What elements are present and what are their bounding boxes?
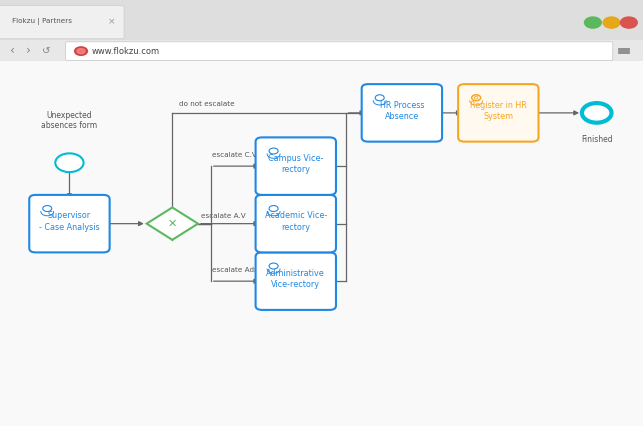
FancyBboxPatch shape (66, 42, 613, 60)
FancyBboxPatch shape (0, 40, 643, 62)
Text: escalate Adm.V: escalate Adm.V (212, 268, 269, 273)
Text: ×: × (108, 17, 116, 26)
Text: ‹: ‹ (10, 44, 15, 57)
Circle shape (620, 17, 637, 28)
Text: Campus Vice-
rectory: Campus Vice- rectory (268, 154, 323, 174)
FancyBboxPatch shape (0, 0, 643, 40)
FancyBboxPatch shape (0, 61, 643, 426)
FancyBboxPatch shape (30, 195, 109, 252)
FancyBboxPatch shape (361, 84, 442, 141)
Text: Unexpected
absences form: Unexpected absences form (41, 110, 98, 130)
FancyBboxPatch shape (0, 6, 124, 39)
Text: Flokzu | Partners: Flokzu | Partners (12, 18, 71, 25)
Text: Supervisor
- Case Analysis: Supervisor - Case Analysis (39, 211, 100, 232)
Text: escalate C.V: escalate C.V (212, 153, 257, 158)
Text: Academic Vice-
rectory: Academic Vice- rectory (265, 211, 327, 232)
Circle shape (582, 103, 611, 123)
FancyBboxPatch shape (256, 195, 336, 252)
Text: Register in HR
System: Register in HR System (470, 101, 527, 121)
Circle shape (603, 17, 620, 28)
Text: ›: › (26, 44, 31, 57)
Circle shape (55, 153, 84, 172)
Text: Administrative
Vice-rectory: Administrative Vice-rectory (266, 269, 325, 289)
Circle shape (584, 17, 601, 28)
Text: escalate A.V: escalate A.V (201, 213, 246, 219)
Polygon shape (147, 207, 198, 240)
FancyBboxPatch shape (256, 137, 336, 195)
Text: HR Process
Absence: HR Process Absence (379, 101, 424, 121)
Text: ✕: ✕ (168, 219, 177, 229)
Text: do not escalate: do not escalate (179, 101, 235, 106)
Circle shape (77, 49, 85, 54)
FancyBboxPatch shape (256, 252, 336, 310)
Text: ↺: ↺ (42, 46, 51, 56)
Text: www.flokzu.com: www.flokzu.com (92, 46, 160, 56)
FancyBboxPatch shape (458, 84, 539, 141)
Circle shape (75, 47, 87, 55)
Text: Finished: Finished (581, 135, 613, 144)
